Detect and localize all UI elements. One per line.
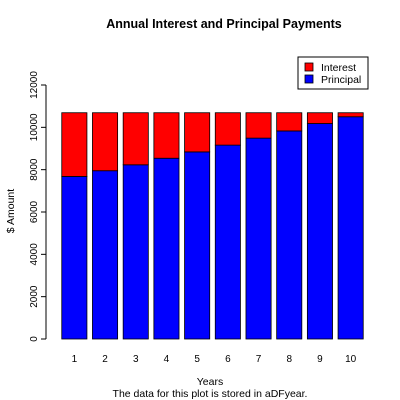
bar-principal-2 [92,170,119,340]
bar-interest-1 [61,112,88,177]
bar-interest-3 [122,112,149,166]
bars-layer [61,112,364,340]
legend-swatch-principal [304,74,314,84]
y-tick-label-6000: 6000 [29,200,40,223]
x-tick-label-10: 10 [345,354,357,365]
legend-swatch-interest [304,62,314,72]
x-tick-label-2: 2 [102,354,108,365]
y-axis-label: $ Amount [5,189,17,233]
y-axis: 0 2000 4000 6000 8000 10000 12000 [29,71,47,342]
bar-interest-6 [214,112,241,146]
bar-principal-10 [337,116,364,340]
bar-interest-5 [184,112,211,153]
chart-title: Annual Interest and Principal Payments [106,17,342,31]
y-tick-label-4000: 4000 [29,243,40,266]
x-tick-label-4: 4 [164,354,170,365]
bar-principal-6 [214,144,241,340]
y-tick-label-8000: 8000 [29,158,40,181]
bar-interest-2 [92,112,119,172]
x-tick-label-6: 6 [225,354,231,365]
y-tick-label-12000: 12000 [29,71,40,99]
x-tick-label-9: 9 [317,354,323,365]
x-axis: 1 2 3 4 5 6 7 8 9 10 [72,354,357,365]
x-tick-label-7: 7 [256,354,262,365]
legend-label-principal: Principal [321,74,361,86]
x-tick-label-1: 1 [72,354,78,365]
bar-principal-3 [122,164,149,340]
y-tick-label-0: 0 [29,336,40,342]
bar-principal-4 [153,157,180,340]
y-tick-label-2000: 2000 [29,285,40,308]
x-axis-label: Years [197,376,223,388]
bar-interest-7 [245,112,272,139]
bar-interest-10 [337,112,364,118]
y-tick-label-10000: 10000 [29,113,40,141]
bar-interest-4 [153,112,180,159]
bar-principal-1 [61,176,88,340]
bar-principal-5 [184,151,211,340]
x-tick-label-5: 5 [194,354,200,365]
chart-subtitle: The data for this plot is stored in aDFy… [113,388,308,400]
x-tick-label-3: 3 [133,354,139,365]
bar-principal-9 [306,123,333,340]
bar-principal-8 [276,130,303,340]
x-tick-label-8: 8 [286,354,292,365]
legend-box [297,56,369,90]
bar-principal-7 [245,137,272,340]
legend-label-interest: Interest [321,62,356,74]
bar-interest-9 [306,112,333,124]
bar-interest-8 [276,112,303,132]
